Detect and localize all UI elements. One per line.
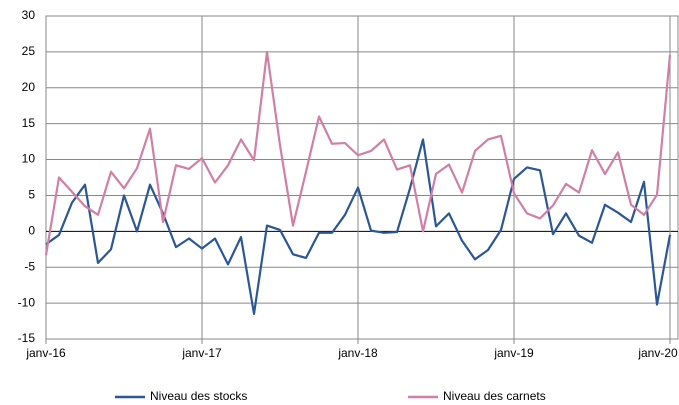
legend-label: Niveau des carnets: [443, 389, 546, 403]
x-tick-label: janv-17: [181, 346, 222, 360]
y-tick-label: 25: [22, 44, 36, 58]
series-line: [45, 138, 672, 315]
y-tick-label: 20: [22, 80, 36, 94]
x-tick-label: janv-16: [25, 346, 66, 360]
x-tick-label: janv-18: [337, 346, 378, 360]
y-tick-label: 5: [28, 188, 35, 202]
y-tick-label: 0: [28, 224, 35, 238]
y-tick-label: -10: [18, 295, 36, 309]
x-tick-label: janv-20: [637, 346, 678, 360]
y-tick-label: 15: [22, 116, 36, 130]
y-tick-label: -5: [24, 259, 35, 273]
x-tick-label: janv-19: [493, 346, 534, 360]
y-tick-label: -15: [18, 331, 36, 345]
legend-label: Niveau des stocks: [150, 389, 247, 403]
y-tick-label: 10: [22, 152, 36, 166]
series-line: [44, 50, 672, 256]
y-tick-label: 30: [22, 8, 36, 22]
